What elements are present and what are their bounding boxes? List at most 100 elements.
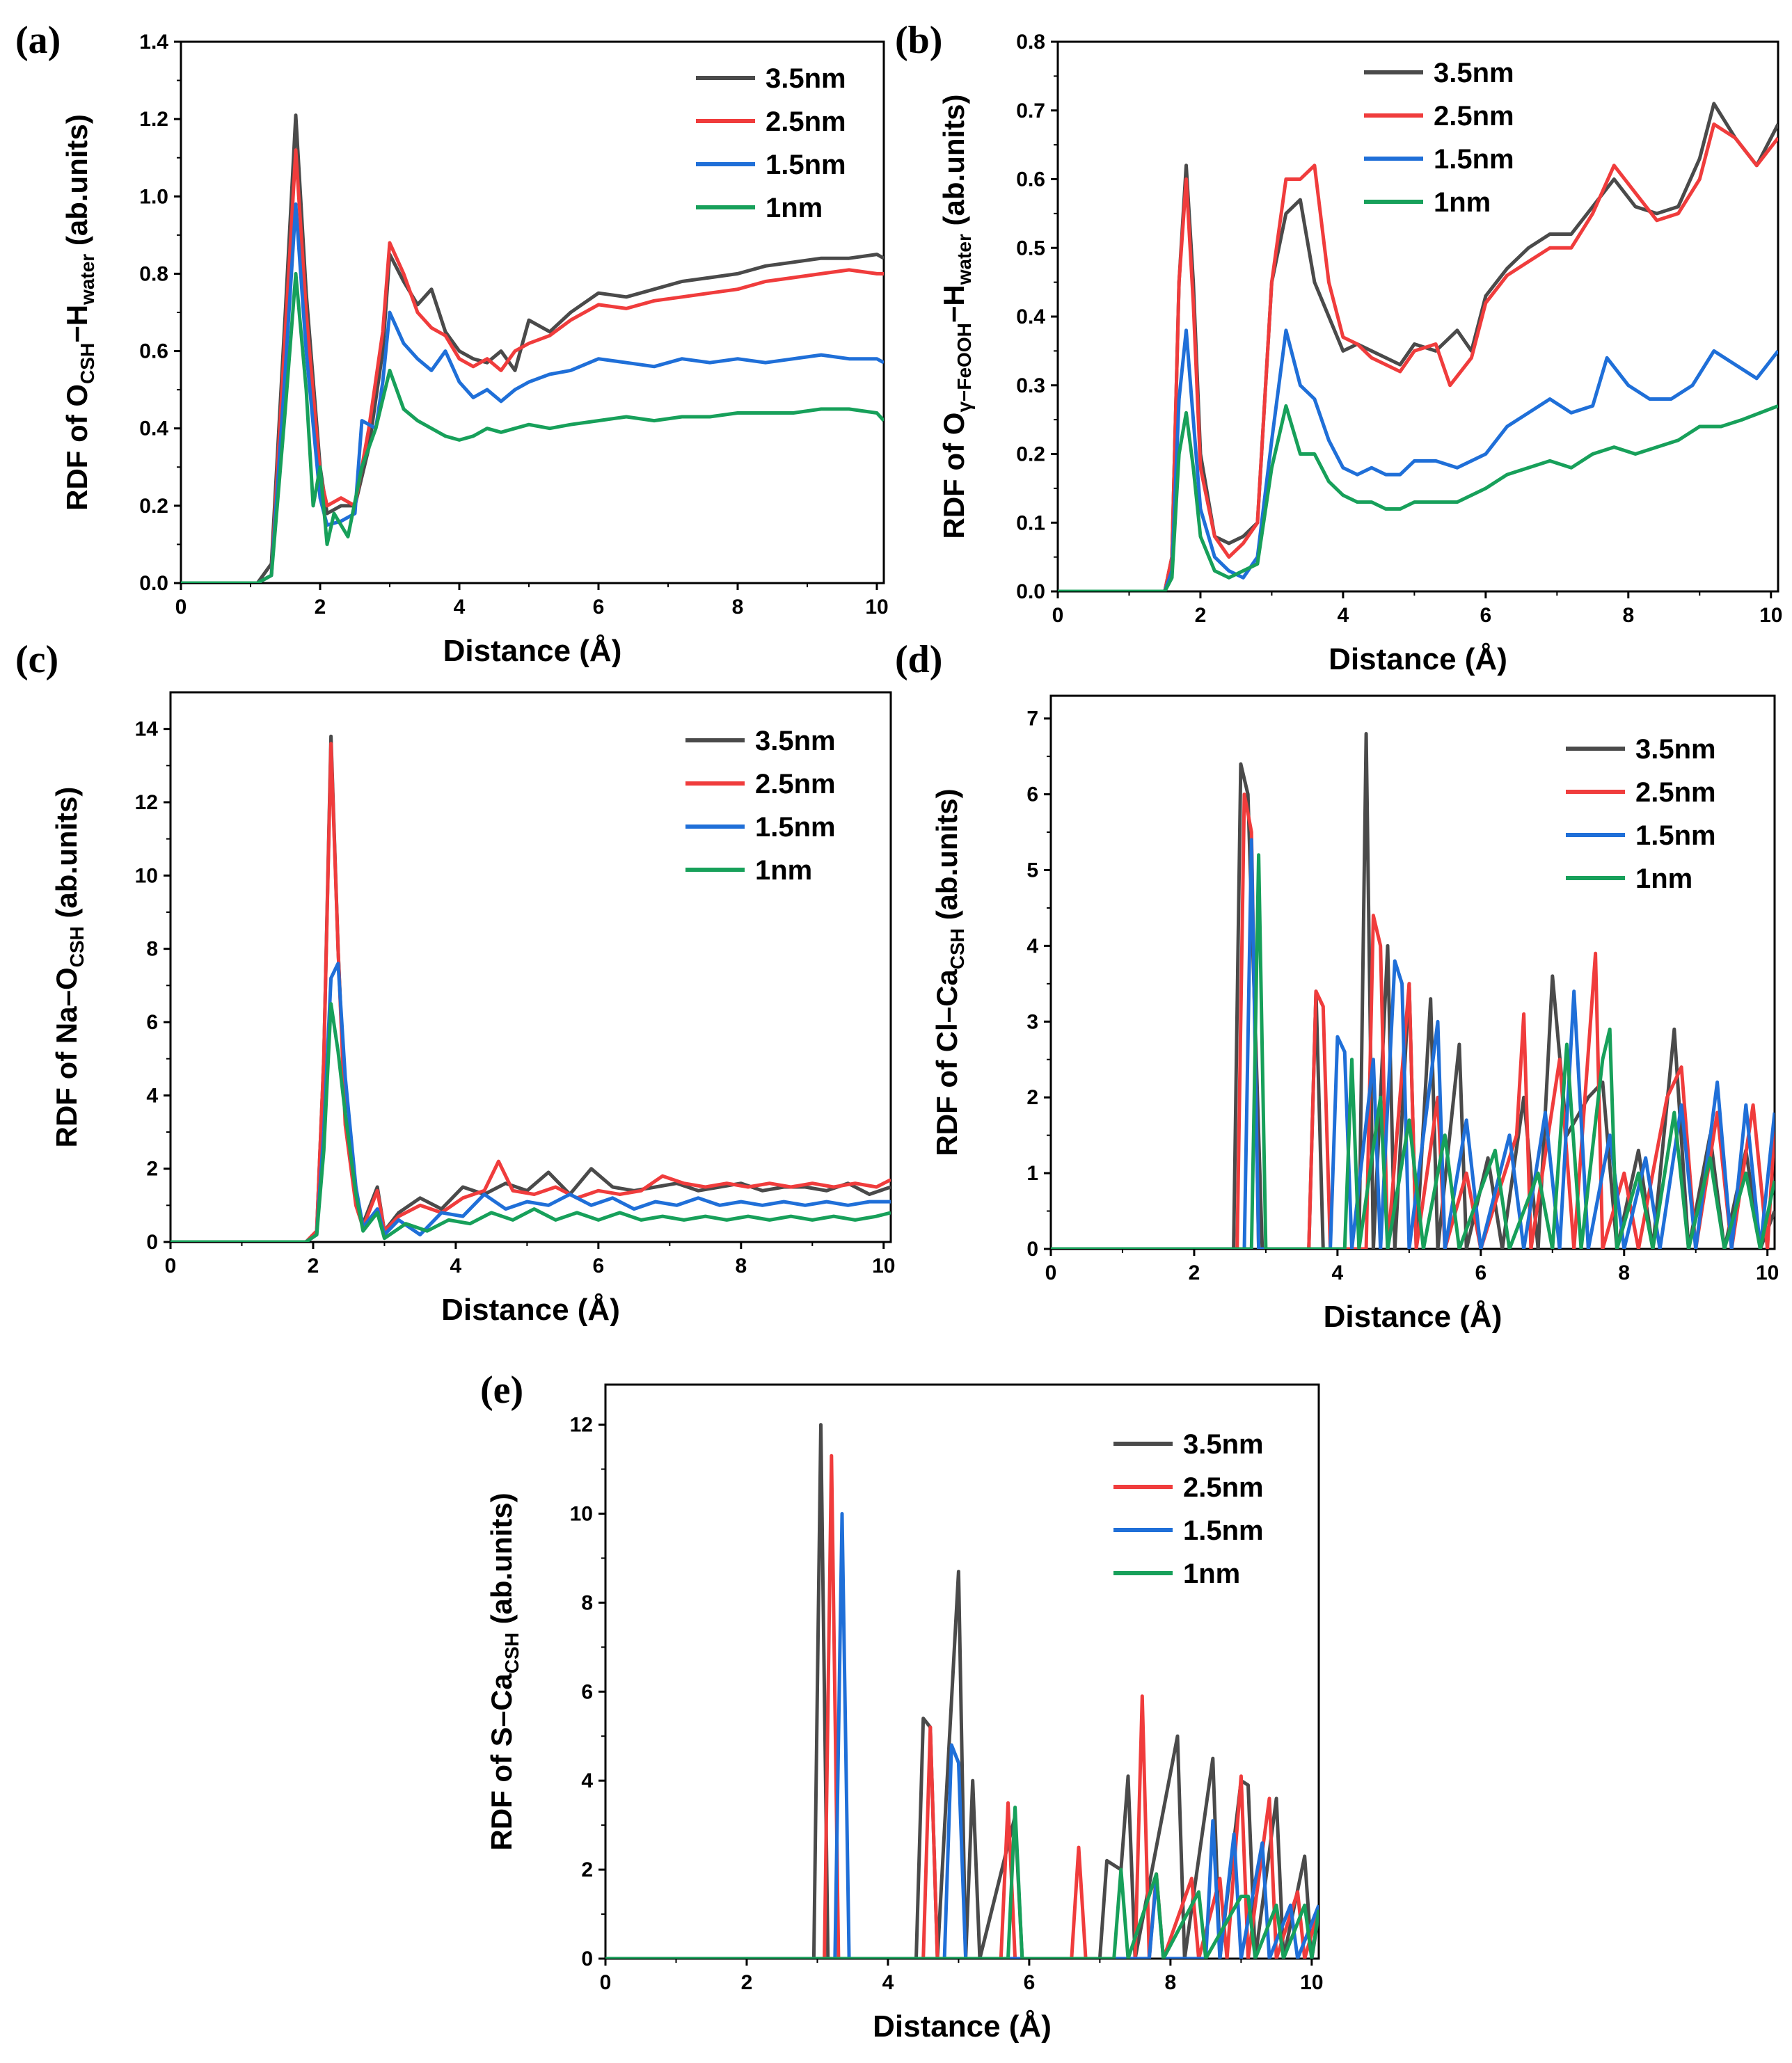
y-title-part: (ab.units) [930,788,963,928]
y-tick-label: 0.7 [1016,99,1045,122]
legend-label: 1nm [755,855,812,886]
chart-panel-b: 0 2 4 6 8 10 0.0 0.1 0.2 0.3 0.4 0.5 0.6 0.7 0.8 Distan… [895,19,1782,676]
y-axis-title: RDF of S–CaCSH (ab.units) [485,1492,523,1850]
chart-panel-a: 0 2 4 6 8 10 0.0 0.2 0.4 0.6 0.8 1.0 1.2 1.4 Distance … [15,19,889,668]
legend-label: 1nm [1183,1559,1240,1589]
x-tick-label: 2 [315,596,326,619]
y-tick-label: 0.8 [139,262,168,285]
x-tick-label: 6 [1480,604,1492,627]
series-line-3-5nm [605,1423,1319,1959]
y-tick-label: 2 [146,1158,158,1181]
x-tick-label: 10 [872,1254,895,1277]
panel-label: (e) [480,1369,523,1412]
legend-label: 1nm [1434,187,1491,218]
y-tick-label: 5 [1026,859,1038,882]
chart-panel-d: 0 2 4 6 8 10 0 1 2 3 4 5 6 7 Distance (Å) RDF of Cl–CaC… [895,638,1779,1334]
y-tick-label: 4 [581,1769,593,1792]
x-axis-title: Distance (Å) [1324,1300,1502,1334]
x-tick-label: 6 [593,1254,605,1277]
legend-label: 3.5nm [1434,58,1514,88]
y-title-part: RDF of Cl–Ca [930,969,963,1156]
y-title-subscript: CSH [66,926,88,967]
x-tick-label: 4 [1338,604,1349,627]
x-tick-label: 0 [165,1254,177,1277]
y-axis-title: RDF of Oγ−FeOOH−Hwater (ab.units) [937,94,975,539]
legend-label: 2.5nm [1434,101,1514,132]
y-tick-label: 6 [581,1680,593,1703]
legend-label: 1.5nm [1183,1515,1264,1546]
legend-label: 2.5nm [755,769,836,799]
y-tick-label: 0.3 [1016,374,1045,397]
y-tick-label: 0.4 [1016,305,1045,328]
y-tick-label: 0.1 [1016,511,1045,534]
y-tick-label: 7 [1026,708,1038,731]
y-tick-label: 0 [581,1947,593,1970]
y-tick-label: 2 [1026,1086,1038,1109]
x-tick-label: 2 [1195,604,1207,627]
legend-label: 2.5nm [1183,1472,1264,1503]
x-tick-label: 4 [454,596,466,619]
x-tick-label: 6 [1475,1261,1486,1284]
y-tick-label: 0.8 [1016,31,1045,54]
y-tick-label: 1.4 [139,31,168,54]
y-tick-label: 0.4 [139,417,168,440]
x-tick-label: 4 [1332,1261,1344,1284]
x-tick-label: 6 [1024,1971,1036,1994]
series-line-1-5nm [1051,838,1775,1249]
series-line-1nm [171,1002,891,1242]
y-tick-label: 0.6 [1016,168,1045,191]
y-axis-title: RDF of OCSH−Hwater (ab.units) [61,114,98,511]
y-title-part: (ab.units) [937,94,970,234]
y-tick-label: 0.6 [139,340,168,363]
y-tick-label: 12 [570,1414,593,1437]
legend-label: 1.5nm [755,812,836,843]
x-tick-label: 2 [741,1971,753,1994]
x-tick-label: 0 [1052,604,1064,627]
y-tick-label: 4 [1026,934,1038,957]
series-line-2-5nm [1051,792,1775,1249]
y-title-part: RDF of S–Ca [485,1673,518,1851]
panel-label: (c) [15,638,58,681]
y-tick-label: 0.5 [1016,237,1045,260]
y-tick-label: 6 [146,1011,158,1034]
y-title-part: (ab.units) [485,1492,518,1632]
y-tick-label: 0.2 [1016,443,1045,466]
legend-label: 1.5nm [766,150,846,180]
x-tick-label: 0 [175,596,187,619]
chart-panel-e: 0 2 4 6 8 10 0 2 4 6 8 10 12 Distance (Å) RDF of S–CaC… [480,1369,1324,2044]
y-title-subscript: CSH [501,1632,523,1673]
y-tick-label: 1.0 [139,185,168,208]
x-tick-label: 10 [865,596,888,619]
series-line-2-5nm [1058,122,1778,591]
y-tick-label: 8 [146,938,158,961]
y-tick-label: 1 [1026,1162,1038,1185]
y-tick-label: 12 [135,791,158,814]
series-line-2-5nm [605,1453,1319,1959]
y-tick-label: 10 [135,864,158,887]
legend-label: 1nm [766,193,823,223]
y-title-part: −H [937,285,970,323]
legend-label: 1.5nm [1434,144,1514,175]
plot-frame [1049,694,1776,1250]
y-tick-label: 8 [581,1591,593,1614]
y-axis-title: RDF of Na–OCSH (ab.units) [50,787,88,1148]
y-tick-label: 0 [146,1231,158,1254]
x-tick-label: 2 [308,1254,319,1277]
legend-label: 3.5nm [766,63,846,94]
y-axis-title: RDF of Cl–CaCSH (ab.units) [930,788,968,1156]
y-tick-label: 0.2 [139,495,168,518]
x-axis-title: Distance (Å) [873,2009,1052,2044]
series-line-3-5nm [1058,102,1778,591]
y-tick-label: 3 [1026,1010,1038,1033]
x-tick-label: 6 [593,596,605,619]
y-title-subscript: γ−FeOOH [953,323,975,412]
x-axis-title: Distance (Å) [441,1293,620,1327]
y-title-part: (ab.units) [61,114,93,254]
panel-label: (a) [15,19,61,62]
y-title-part: RDF of Na–O [50,967,83,1147]
x-tick-label: 8 [1622,604,1634,627]
series-line-1nm [1051,853,1775,1249]
x-tick-label: 2 [1189,1261,1200,1284]
legend-label: 1.5nm [1635,820,1716,851]
